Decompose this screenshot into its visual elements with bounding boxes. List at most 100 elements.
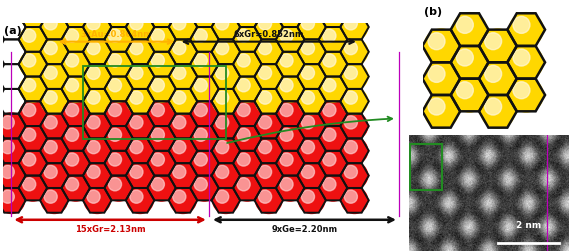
- Circle shape: [0, 138, 25, 164]
- Circle shape: [277, 101, 303, 127]
- Circle shape: [301, 91, 315, 104]
- Circle shape: [148, 150, 175, 176]
- Circle shape: [259, 165, 272, 178]
- Circle shape: [216, 91, 229, 104]
- Circle shape: [277, 150, 303, 176]
- Circle shape: [320, 101, 346, 127]
- Circle shape: [108, 54, 122, 67]
- Circle shape: [130, 66, 143, 79]
- Circle shape: [106, 76, 132, 102]
- Circle shape: [344, 17, 357, 30]
- Circle shape: [256, 113, 282, 139]
- Circle shape: [323, 153, 336, 166]
- Circle shape: [87, 190, 100, 203]
- Circle shape: [23, 103, 36, 117]
- Circle shape: [234, 150, 260, 176]
- Circle shape: [41, 88, 67, 114]
- Circle shape: [428, 33, 445, 50]
- Circle shape: [63, 26, 89, 53]
- Circle shape: [23, 79, 36, 92]
- Circle shape: [108, 4, 122, 18]
- Circle shape: [20, 26, 46, 53]
- Circle shape: [216, 190, 229, 203]
- Circle shape: [20, 2, 46, 28]
- Circle shape: [320, 150, 346, 176]
- Circle shape: [237, 128, 250, 141]
- Circle shape: [237, 79, 250, 92]
- Circle shape: [259, 66, 272, 79]
- Circle shape: [63, 76, 89, 102]
- Circle shape: [513, 82, 530, 99]
- Circle shape: [44, 190, 57, 203]
- Circle shape: [172, 91, 186, 104]
- Circle shape: [130, 17, 143, 30]
- Circle shape: [44, 66, 57, 79]
- Circle shape: [481, 29, 515, 63]
- Circle shape: [344, 66, 357, 79]
- Circle shape: [481, 94, 515, 128]
- Circle shape: [172, 66, 186, 79]
- Circle shape: [151, 29, 164, 42]
- Circle shape: [127, 14, 153, 40]
- Bar: [83, 66, 226, 139]
- Circle shape: [344, 116, 357, 129]
- Circle shape: [424, 62, 459, 96]
- Circle shape: [194, 178, 207, 191]
- Circle shape: [106, 26, 132, 53]
- Circle shape: [213, 64, 239, 90]
- Circle shape: [256, 138, 282, 164]
- Circle shape: [66, 4, 79, 18]
- Circle shape: [63, 125, 89, 152]
- Circle shape: [216, 42, 229, 55]
- Circle shape: [172, 116, 186, 129]
- Circle shape: [66, 29, 79, 42]
- Circle shape: [151, 4, 164, 18]
- Circle shape: [172, 165, 186, 178]
- Circle shape: [194, 54, 207, 67]
- Circle shape: [194, 79, 207, 92]
- Circle shape: [170, 113, 196, 139]
- Circle shape: [44, 42, 57, 55]
- Circle shape: [216, 165, 229, 178]
- Circle shape: [341, 187, 368, 213]
- Circle shape: [234, 125, 260, 152]
- Circle shape: [456, 49, 473, 66]
- Circle shape: [341, 39, 368, 65]
- Circle shape: [151, 54, 164, 67]
- Circle shape: [66, 128, 79, 141]
- Circle shape: [148, 175, 175, 201]
- Circle shape: [320, 2, 346, 28]
- Circle shape: [194, 128, 207, 141]
- Circle shape: [237, 103, 250, 117]
- Circle shape: [259, 42, 272, 55]
- Circle shape: [191, 2, 218, 28]
- Circle shape: [1, 190, 14, 203]
- Circle shape: [172, 190, 186, 203]
- Circle shape: [20, 101, 46, 127]
- Circle shape: [66, 178, 79, 191]
- Circle shape: [127, 39, 153, 65]
- Circle shape: [277, 51, 303, 77]
- Circle shape: [151, 153, 164, 166]
- Circle shape: [213, 163, 239, 189]
- Text: 9xGe=2.20nm: 9xGe=2.20nm: [271, 225, 337, 234]
- Circle shape: [170, 163, 196, 189]
- Circle shape: [456, 82, 473, 99]
- Circle shape: [320, 26, 346, 53]
- Circle shape: [256, 64, 282, 90]
- Circle shape: [213, 113, 239, 139]
- Circle shape: [41, 113, 67, 139]
- Circle shape: [170, 187, 196, 213]
- Circle shape: [259, 17, 272, 30]
- Circle shape: [108, 153, 122, 166]
- Text: 3xAu=0.864nm: 3xAu=0.864nm: [81, 30, 152, 39]
- Circle shape: [87, 66, 100, 79]
- Circle shape: [299, 113, 325, 139]
- Circle shape: [344, 42, 357, 55]
- Circle shape: [127, 163, 153, 189]
- Circle shape: [234, 175, 260, 201]
- Circle shape: [299, 39, 325, 65]
- Circle shape: [130, 190, 143, 203]
- Circle shape: [1, 165, 14, 178]
- Circle shape: [148, 125, 175, 152]
